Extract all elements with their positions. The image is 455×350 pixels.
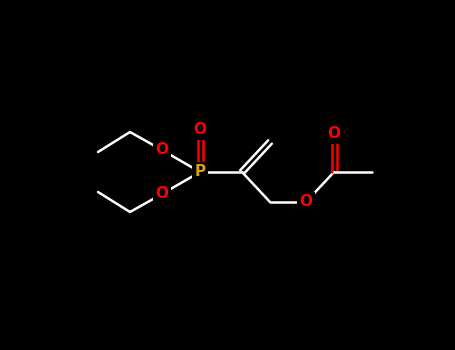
Text: O: O [299, 195, 313, 210]
Text: O: O [328, 126, 340, 141]
Text: O: O [156, 142, 168, 158]
Text: P: P [194, 164, 206, 180]
Text: O: O [156, 187, 168, 202]
Text: O: O [193, 122, 207, 138]
